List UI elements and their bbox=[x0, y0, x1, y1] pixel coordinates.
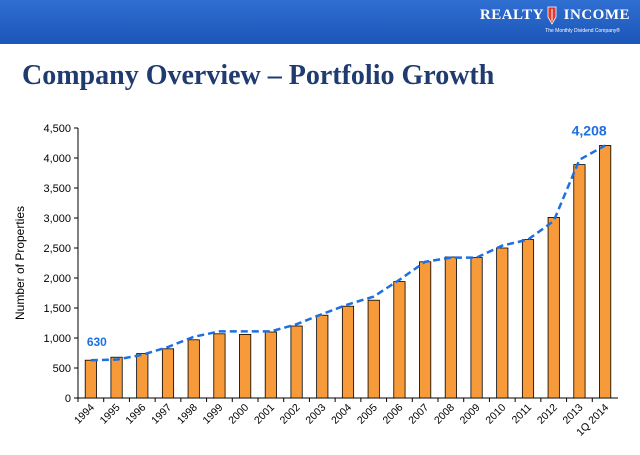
bars-group bbox=[84, 145, 612, 399]
x-tick-label: 2009 bbox=[458, 402, 483, 427]
logo-mark-icon bbox=[547, 6, 557, 25]
bar bbox=[161, 348, 175, 399]
y-tick-label: 4,000 bbox=[43, 153, 71, 165]
x-tick-label: 1994 bbox=[72, 402, 97, 427]
y-tick-label: 1,000 bbox=[43, 333, 71, 345]
data-label: 4,208 bbox=[572, 123, 607, 139]
y-axis-label: Number of Properties bbox=[13, 206, 27, 320]
bar bbox=[136, 353, 149, 399]
y-tick-label: 3,500 bbox=[43, 183, 71, 195]
bar bbox=[110, 356, 123, 399]
x-tick-label: 2002 bbox=[278, 402, 303, 427]
logo-text-right: INCOME bbox=[563, 7, 630, 23]
x-tick-label: 2008 bbox=[432, 402, 457, 427]
bar bbox=[470, 257, 483, 399]
bar bbox=[419, 261, 432, 399]
page-title: Company Overview – Portfolio Growth bbox=[22, 60, 495, 91]
bar bbox=[316, 314, 329, 399]
bar bbox=[187, 339, 200, 399]
x-tick-label: 2004 bbox=[329, 402, 354, 427]
x-tick-label: 2003 bbox=[303, 402, 328, 427]
bar bbox=[521, 239, 535, 399]
y-tick-label: 3,000 bbox=[43, 213, 71, 225]
y-tick-label: 2,000 bbox=[43, 273, 71, 285]
y-tick-label: 500 bbox=[53, 363, 71, 375]
x-tick-label: 1997 bbox=[149, 402, 174, 427]
x-axis: 1994 1995 1996 1997 1998 1999 2000 2001 2002 2003… bbox=[72, 397, 618, 439]
x-tick-label: 2005 bbox=[355, 402, 380, 427]
trend-line bbox=[90, 144, 606, 362]
bar bbox=[444, 256, 457, 399]
bar bbox=[341, 305, 355, 399]
bar bbox=[239, 333, 252, 399]
y-axis: 0 500 1,000 1,500 2,000 2,500 3,000 3,500 4,000 4… bbox=[43, 123, 79, 405]
bar bbox=[547, 217, 560, 399]
bar bbox=[264, 331, 277, 399]
bar bbox=[599, 145, 612, 399]
x-tick-label: 2011 bbox=[510, 402, 535, 427]
header-bar: REALTY INCOME The Monthly Dividend Compa… bbox=[0, 0, 640, 44]
data-labels-group: 630 4,208 bbox=[87, 123, 607, 350]
y-tick-label: 0 bbox=[65, 393, 71, 405]
realty-income-logo: REALTY INCOME The Monthly Dividend Compa… bbox=[480, 3, 630, 41]
trend-line-group bbox=[90, 144, 606, 362]
y-tick-label: 4,500 bbox=[43, 123, 71, 135]
x-tick-label: 2001 bbox=[252, 402, 277, 427]
x-tick-label: 2007 bbox=[406, 402, 431, 427]
x-tick-label: 1999 bbox=[201, 402, 226, 427]
y-tick-label: 2,500 bbox=[43, 243, 71, 255]
bar bbox=[367, 299, 380, 399]
bar bbox=[290, 325, 303, 399]
data-label: 630 bbox=[87, 335, 107, 349]
x-tick-label: 1998 bbox=[175, 402, 200, 427]
y-tick-label: 1,500 bbox=[43, 303, 71, 315]
x-tick-label: 1996 bbox=[123, 402, 148, 427]
bar bbox=[496, 247, 509, 399]
x-tick-label: 1995 bbox=[98, 402, 123, 427]
x-tick-label: 2010 bbox=[483, 402, 508, 427]
portfolio-growth-chart: 0 500 1,000 1,500 2,000 2,500 3,000 3,500 4,000 4… bbox=[13, 123, 618, 439]
logo-tagline: The Monthly Dividend Company® bbox=[545, 28, 620, 34]
logo-text-left: REALTY bbox=[479, 7, 544, 23]
bar bbox=[84, 359, 97, 399]
bar bbox=[213, 333, 226, 399]
x-tick-label: 2006 bbox=[381, 402, 406, 427]
x-tick-label: 2012 bbox=[535, 402, 560, 427]
bar bbox=[573, 164, 586, 399]
x-tick-label: 2000 bbox=[226, 402, 251, 427]
bar bbox=[393, 281, 406, 399]
